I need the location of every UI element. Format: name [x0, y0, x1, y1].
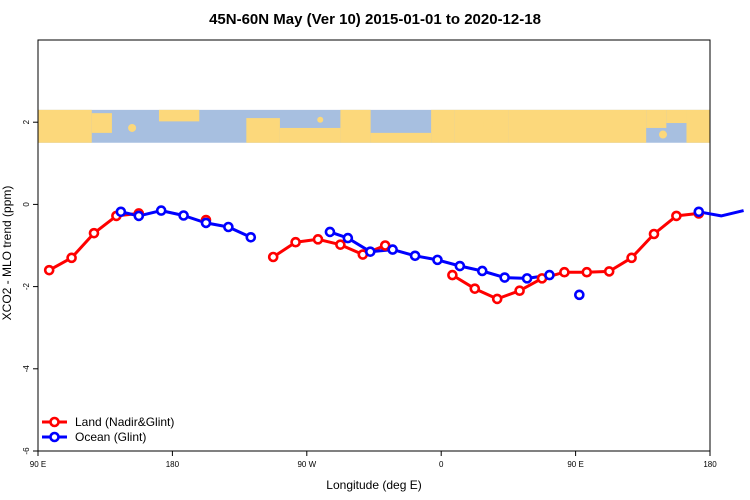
- map-land: [646, 109, 667, 128]
- legend-label: Land (Nadir&Glint): [75, 415, 174, 429]
- series-1-point: [574, 289, 585, 301]
- series-1-point: [409, 250, 421, 262]
- y-axis-label: XCO2 - MLO trend (ppm): [0, 186, 14, 321]
- series-0-point: [514, 285, 525, 297]
- series-1-line: [698, 209, 744, 218]
- series-0-point: [447, 269, 458, 281]
- series-1-point: [387, 244, 398, 255]
- series-1-point: [178, 210, 189, 221]
- map-land: [431, 109, 455, 143]
- map-island: [128, 123, 137, 132]
- series-1-point: [342, 232, 354, 244]
- map-land: [508, 109, 647, 143]
- series-layer: [43, 205, 744, 305]
- series-0-point: [491, 293, 503, 305]
- map-land: [666, 109, 687, 124]
- series-1-point: [693, 206, 705, 218]
- x-tick-label: 90 W: [297, 460, 316, 469]
- series-1-point: [476, 265, 488, 277]
- legend-swatch-marker: [49, 431, 60, 443]
- series-0-point: [379, 240, 391, 251]
- series-0-point: [671, 210, 682, 222]
- y-tick-label: -6: [22, 447, 31, 455]
- map-land: [246, 118, 280, 143]
- x-tick-label: 180: [703, 460, 717, 469]
- series-0-point: [469, 283, 481, 294]
- series-1-point: [432, 254, 443, 266]
- y-axis: 2 0 -2 -4 -6: [22, 119, 38, 455]
- x-tick-label: 180: [166, 460, 180, 469]
- series-1-point: [364, 246, 376, 257]
- series-0-point: [559, 266, 570, 278]
- series-1-point: [521, 273, 533, 284]
- series-0-point: [66, 252, 77, 264]
- series-0-point: [335, 239, 346, 250]
- x-tick-label: 0: [439, 460, 444, 469]
- map-land: [454, 109, 509, 143]
- legend-label: Ocean (Glint): [75, 430, 146, 444]
- series-0-line: [451, 211, 699, 301]
- series-0-point: [312, 234, 324, 245]
- chart-title: 45N-60N May (Ver 10) 2015-01-01 to 2020-…: [209, 11, 541, 28]
- y-tick-label: 0: [22, 202, 31, 207]
- series-0-point: [43, 264, 55, 276]
- x-axis-label: Longitude (deg E): [326, 478, 421, 492]
- y-tick-label: -4: [22, 365, 31, 373]
- series-1-point: [499, 272, 510, 283]
- y-tick-label: 2: [22, 119, 31, 124]
- map-land: [279, 127, 341, 143]
- map-strip: [38, 109, 710, 143]
- map-land: [370, 132, 432, 143]
- series-0-point: [603, 266, 615, 277]
- series-0-point: [88, 227, 100, 239]
- series-0-point: [290, 236, 301, 248]
- series-1-point: [324, 226, 336, 238]
- map-land: [686, 109, 710, 143]
- series-1-point: [115, 206, 127, 218]
- map-island: [658, 130, 667, 139]
- x-tick-label: 90 E: [567, 460, 583, 469]
- series-0-point: [267, 251, 279, 263]
- series-1-point: [223, 221, 234, 233]
- legend-swatch-marker: [49, 416, 60, 428]
- series-0-point: [581, 266, 593, 278]
- x-tick-label: 90 E: [30, 460, 46, 469]
- series-0-point: [626, 252, 637, 264]
- series-0-line: [48, 211, 139, 272]
- series-1-point: [133, 210, 145, 222]
- series-1-point: [454, 260, 466, 272]
- series-1-point: [200, 217, 212, 229]
- series-1-point: [155, 205, 167, 216]
- map-island: [317, 116, 324, 123]
- map-land: [91, 113, 112, 133]
- series-1-point: [245, 231, 257, 243]
- series-0-point: [648, 228, 660, 240]
- map-land: [158, 109, 200, 122]
- plot-frame: [37, 39, 711, 452]
- map-land: [38, 109, 92, 143]
- series-1-point: [544, 269, 555, 281]
- y-tick-label: -2: [22, 282, 31, 290]
- x-axis: 90 E 180 90 W 0 90 E 180: [30, 451, 717, 469]
- map-land: [340, 109, 371, 143]
- legend: Land (Nadir&Glint)Ocean (Glint): [42, 415, 174, 444]
- map-island: [483, 119, 494, 130]
